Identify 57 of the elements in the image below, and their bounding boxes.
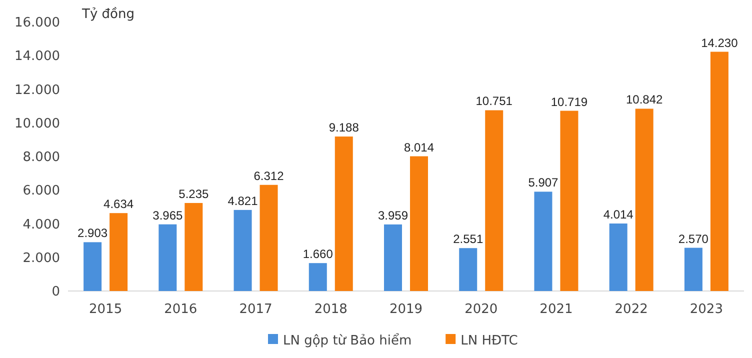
data-label: 6.312 <box>254 168 284 183</box>
y-tick-label: 12.000 <box>14 82 60 98</box>
data-label: 4.634 <box>104 197 134 212</box>
y-tick-label: 10.000 <box>14 116 60 132</box>
bar <box>459 248 478 291</box>
data-label: 2.903 <box>78 226 108 240</box>
bar <box>410 156 428 291</box>
bar <box>84 242 102 291</box>
bar <box>158 224 177 291</box>
y-tick-label: 6.000 <box>22 184 60 199</box>
data-label: 3.965 <box>152 208 184 222</box>
bar <box>384 224 402 291</box>
x-tick-label: 2018 <box>314 302 348 317</box>
data-label: 2.570 <box>678 232 709 246</box>
bar <box>334 136 353 291</box>
data-label: 1.660 <box>302 247 334 262</box>
data-label: 4.014 <box>603 208 634 222</box>
data-label: 4.821 <box>228 194 258 208</box>
y-axis-title: Tỷ đồng <box>81 6 134 22</box>
data-label: 8.014 <box>404 140 434 154</box>
data-label: 5.235 <box>178 186 210 201</box>
x-tick-label: 2016 <box>164 302 198 317</box>
bar <box>308 263 327 291</box>
x-tick-label: 2022 <box>614 302 648 317</box>
data-label: 14.230 <box>701 36 738 50</box>
y-tick-label: 2.000 <box>22 250 60 266</box>
data-label: 5.907 <box>528 176 559 190</box>
legend-label: LN HĐTC <box>460 334 518 349</box>
bar <box>560 110 578 291</box>
x-tick-label: 2019 <box>389 302 423 317</box>
bar <box>534 192 552 291</box>
x-tick-label: 2023 <box>690 302 723 317</box>
x-tick-label: 2021 <box>540 302 573 317</box>
data-label: 2.551 <box>453 232 484 246</box>
bar <box>184 202 203 291</box>
data-label: 9.188 <box>328 120 360 135</box>
y-tick-label: 4.000 <box>22 217 60 232</box>
data-label: 10.751 <box>476 94 513 108</box>
y-tick-label: 8.000 <box>22 150 60 166</box>
bar <box>234 210 252 291</box>
bar <box>635 108 654 291</box>
x-tick-label: 2015 <box>89 302 122 317</box>
bar <box>110 213 128 291</box>
y-tick-label: 0 <box>52 284 60 300</box>
bar <box>485 110 504 291</box>
bar <box>684 248 702 291</box>
y-tick-label: 16.000 <box>14 16 60 31</box>
bar <box>260 184 278 291</box>
x-tick-label: 2020 <box>464 302 498 317</box>
data-label: 10.842 <box>626 92 664 107</box>
data-label: 10.719 <box>550 94 588 109</box>
y-tick-label: 14.000 <box>14 49 60 64</box>
legend-label: LN gộp từ Bảo hiểm <box>283 332 412 349</box>
bar <box>710 52 728 291</box>
data-label: 3.959 <box>378 208 408 222</box>
bar <box>609 224 628 291</box>
x-tick-label: 2017 <box>239 302 272 317</box>
